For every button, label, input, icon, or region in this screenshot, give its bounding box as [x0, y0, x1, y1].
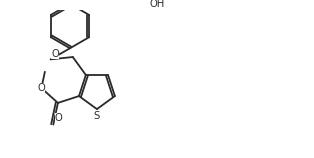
Text: S: S — [94, 111, 100, 121]
Text: O: O — [55, 113, 62, 123]
Text: O: O — [51, 49, 59, 59]
Text: OH: OH — [149, 0, 165, 9]
Text: O: O — [38, 83, 45, 93]
